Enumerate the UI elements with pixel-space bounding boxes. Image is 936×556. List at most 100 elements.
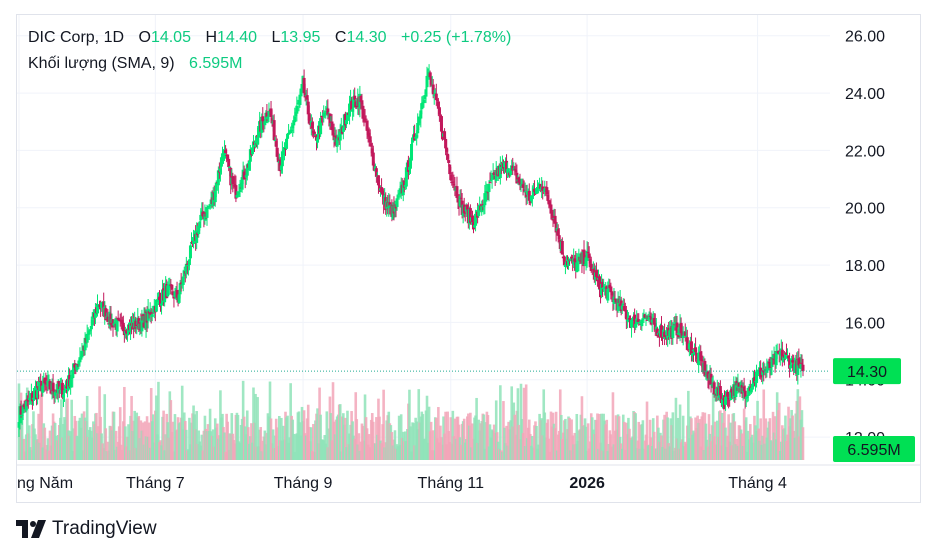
candle-body <box>631 317 635 321</box>
candle-body <box>305 95 309 100</box>
candle-body <box>601 281 605 289</box>
candle-body <box>306 101 310 115</box>
candle-body <box>38 381 42 391</box>
volume-bar <box>357 433 361 460</box>
ohlc-legend[interactable]: DIC Corp, 1D O14.05 H14.40 L13.95 C14.30… <box>28 29 511 47</box>
candle-body <box>36 387 40 398</box>
volume-bar <box>535 425 538 460</box>
volume-bar <box>524 384 528 460</box>
candle-body <box>265 112 269 118</box>
volume-bar <box>286 415 289 460</box>
candle-body <box>606 288 610 301</box>
candle-body <box>458 196 462 207</box>
volume-bar <box>681 415 685 460</box>
candle-body <box>377 185 381 191</box>
candle-body <box>641 318 645 320</box>
candle-body <box>473 225 477 228</box>
candle-body <box>753 381 757 383</box>
candle-body <box>78 357 82 362</box>
candle-body <box>685 337 689 350</box>
candle-body <box>694 347 698 352</box>
candle-body <box>264 112 268 124</box>
symbol-label[interactable]: DIC Corp, 1D <box>28 29 125 46</box>
volume-bar <box>596 413 599 460</box>
candle-body <box>238 189 242 193</box>
candle-body <box>401 181 405 196</box>
candle-body <box>17 422 21 428</box>
candle-body <box>120 319 124 324</box>
volume-bar <box>367 434 371 460</box>
candle-body <box>307 113 311 124</box>
candle-body <box>115 318 119 332</box>
candle-body <box>505 160 509 173</box>
candle-body <box>588 259 592 264</box>
candle-body <box>766 362 770 371</box>
candle-body <box>335 138 339 147</box>
candle-body <box>154 299 158 312</box>
candle-body <box>228 166 232 169</box>
volume-bar <box>319 414 322 460</box>
candle-body <box>290 129 294 131</box>
candle-body <box>560 240 564 255</box>
candle-body <box>416 122 420 134</box>
volume-bar <box>133 410 136 460</box>
candle-body <box>591 267 595 269</box>
candle-body <box>759 367 763 378</box>
candle-body <box>129 321 133 333</box>
candle-body <box>368 136 372 143</box>
candle-body <box>275 147 279 157</box>
candle-body <box>419 110 423 119</box>
volume-bar <box>269 418 273 460</box>
candle-body <box>267 110 271 116</box>
candle-body <box>414 136 418 139</box>
tradingview-brand[interactable]: TradingView <box>16 518 157 540</box>
volume-bar <box>444 411 447 460</box>
candle-body <box>159 300 163 307</box>
volume-bar <box>180 385 184 460</box>
candle-body <box>729 390 733 401</box>
volume-legend[interactable]: Khối lượng (SMA, 9) 6.595M <box>28 55 242 73</box>
candle-body <box>432 94 436 97</box>
chart-frame[interactable] <box>16 14 921 503</box>
candle-body <box>703 360 707 377</box>
candle-body <box>712 382 716 395</box>
candle-body <box>437 107 441 115</box>
volume-bar <box>547 438 551 460</box>
candle-body <box>624 310 628 320</box>
candle-body <box>184 263 188 274</box>
candle-body <box>85 333 89 343</box>
candle-body <box>654 326 658 330</box>
candle-body <box>655 328 659 337</box>
candle-body <box>408 159 412 169</box>
candle-body <box>420 103 424 110</box>
candle-body <box>240 177 244 190</box>
candle-body <box>749 387 753 393</box>
volume-bar <box>713 421 717 460</box>
candle-body <box>575 262 579 273</box>
candle-body <box>338 131 342 141</box>
volume-bar <box>637 421 641 460</box>
candle-body <box>46 380 50 387</box>
volume-bar <box>312 424 315 460</box>
candle-body <box>282 147 286 152</box>
candle-body <box>224 150 228 154</box>
volume-bar <box>762 389 766 460</box>
candle-body <box>116 317 120 320</box>
candle-body <box>244 175 248 178</box>
candle-body <box>404 167 408 187</box>
candle-body <box>170 284 174 290</box>
candle-body <box>768 362 772 369</box>
candle-body <box>756 370 760 375</box>
candle-body <box>584 260 588 266</box>
candle-body <box>185 263 189 265</box>
candle-body <box>699 351 703 361</box>
volume-bar <box>124 426 127 460</box>
volume-bar <box>365 428 369 460</box>
candle-body <box>354 101 358 108</box>
candle-body <box>446 153 450 160</box>
candle-body <box>100 302 104 308</box>
volume-bar <box>701 412 705 460</box>
candle-body <box>65 386 69 388</box>
candle-body <box>93 309 97 318</box>
